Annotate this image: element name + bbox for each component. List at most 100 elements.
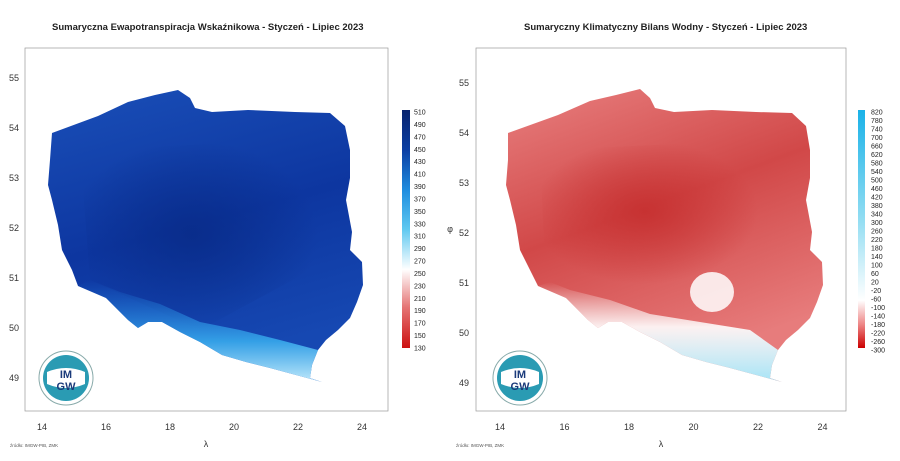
y-tick-label: 51 (9, 273, 19, 283)
colorbar-tick-label: 820 (871, 110, 883, 117)
colorbar-tick-label: 500 (871, 178, 883, 185)
x-tick-label: 14 (37, 422, 47, 432)
colorbar-tick-label: 430 (414, 159, 426, 166)
y-tick-label: 51 (459, 278, 469, 288)
colorbar-tick-label: 540 (871, 169, 883, 176)
colorbar-tick-label: 130 (414, 346, 426, 353)
colorbar-tick-label: 660 (871, 144, 883, 151)
y-tick-label: 55 (459, 78, 469, 88)
colorbar-tick-label: 260 (871, 229, 883, 236)
colorbar-tick-label: 420 (871, 195, 883, 202)
map-wet-spot (690, 272, 734, 312)
x-tick-label: 16 (559, 422, 569, 432)
colorbar-tick-label: 490 (414, 122, 426, 129)
colorbar-tick-label: 370 (414, 196, 426, 203)
colorbar-tick-label: 60 (871, 271, 879, 278)
imgw-logo: IM GW (38, 350, 94, 411)
colorbar-tick-label: 470 (414, 134, 426, 141)
imgw-logo-icon: IM GW (38, 350, 94, 406)
colorbar-tick-label: 250 (414, 271, 426, 278)
colorbar-tick-label: 230 (414, 283, 426, 290)
map-title: Sumaryczna Ewapotranspiracja Wskaźnikowa… (52, 22, 364, 33)
x-axis-label: λ (659, 439, 664, 449)
imgw-logo-icon: IM GW (492, 350, 548, 406)
colorbar-tick-label: 460 (871, 186, 883, 193)
x-axis-ticks: 14 16 18 20 22 24 (495, 422, 828, 432)
y-axis-ticks: 55 54 53 52 51 50 49 (9, 73, 19, 383)
map-south-gradient (78, 280, 322, 382)
x-tick-label: 22 (293, 422, 303, 432)
colorbar-tick-label: -60 (871, 297, 881, 304)
colorbar-tick-label: 310 (414, 234, 426, 241)
y-tick-label: 53 (9, 173, 19, 183)
colorbar-tick-label: -140 (871, 314, 885, 321)
x-axis-ticks: 14 16 18 20 22 24 (37, 422, 367, 432)
y-tick-label: 54 (459, 128, 469, 138)
logo-text-top: IM (514, 369, 526, 381)
colorbar-tick-label: 390 (414, 184, 426, 191)
y-tick-label: 55 (9, 73, 19, 83)
colorbar-tick-label: -300 (871, 348, 885, 355)
y-tick-label: 50 (459, 328, 469, 338)
colorbar-tick-label: 410 (414, 172, 426, 179)
map-panel-evapotranspiration: 14 16 18 20 22 24 55 54 53 52 51 50 49 λ 510 490 470 4… (0, 0, 440, 461)
y-tick-label: 50 (9, 323, 19, 333)
colorbar-tick-label: -20 (871, 288, 881, 295)
colorbar-tick-label: -180 (871, 322, 885, 329)
y-axis-ticks: 55 54 53 52 51 50 49 (459, 78, 469, 388)
map-shading (80, 140, 330, 330)
x-axis-label: λ (204, 439, 209, 449)
x-tick-label: 22 (753, 422, 763, 432)
source-note: źródło: IMGW-PIB, ZMK (10, 443, 59, 448)
y-axis-label: φ (447, 224, 453, 234)
colorbar-tick-label: 210 (414, 296, 426, 303)
map-figure: 14 16 18 20 22 24 55 54 53 52 51 50 49 λ 510 490 470 4… (9, 47, 426, 449)
y-tick-label: 49 (459, 378, 469, 388)
colorbar-tick-label: 220 (871, 237, 883, 244)
x-tick-label: 24 (357, 422, 367, 432)
y-tick-label: 53 (459, 178, 469, 188)
imgw-logo: IM GW (492, 350, 548, 411)
colorbar-tick-label: 620 (871, 152, 883, 159)
colorbar-tick-label: -220 (871, 331, 885, 338)
colorbar-tick-label: 20 (871, 280, 879, 287)
colorbar-tick-label: 190 (414, 308, 426, 315)
colorbar (858, 110, 865, 348)
map-shading (540, 140, 790, 300)
colorbar-tick-label: 170 (414, 321, 426, 328)
colorbar-tick-label: -260 (871, 339, 885, 346)
colorbar-tick-label: 100 (871, 263, 883, 270)
logo-text-bottom: GW (57, 381, 77, 393)
colorbar-tick-label: 510 (414, 110, 426, 117)
colorbar-tick-label: 140 (871, 254, 883, 261)
colorbar-tick-label: 450 (414, 147, 426, 154)
y-tick-label: 49 (9, 373, 19, 383)
y-tick-label: 52 (459, 228, 469, 238)
map-title: Sumaryczny Klimatyczny Bilans Wodny - St… (524, 22, 808, 33)
map-panel-water-balance: 14 16 18 20 22 24 55 54 53 52 51 50 49 λ φ 820 780 74… (447, 0, 900, 461)
x-tick-label: 20 (229, 422, 239, 432)
colorbar-tick-label: 330 (414, 221, 426, 228)
source-note: źródło: IMGW-PIB, ZMK (456, 443, 505, 448)
colorbar-tick-label: 740 (871, 127, 883, 134)
colorbar-tick-label: 700 (871, 135, 883, 142)
y-tick-label: 54 (9, 123, 19, 133)
colorbar-tick-label: 780 (871, 118, 883, 125)
colorbar-tick-label: 150 (414, 333, 426, 340)
colorbar-tick-label: 270 (414, 259, 426, 266)
y-tick-label: 52 (9, 223, 19, 233)
plot-frame (475, 47, 847, 412)
x-tick-label: 16 (101, 422, 111, 432)
colorbar-labels: 510 490 470 450 430 410 390 370 350 330 310 290 270 2… (414, 110, 426, 353)
plot-frame (24, 47, 389, 412)
colorbar-tick-label: 290 (414, 246, 426, 253)
x-tick-label: 14 (495, 422, 505, 432)
map-south-gradient (538, 282, 782, 382)
colorbar-tick-label: 340 (871, 212, 883, 219)
x-tick-label: 18 (624, 422, 634, 432)
x-tick-label: 18 (165, 422, 175, 432)
colorbar-tick-label: 380 (871, 203, 883, 210)
colorbar-tick-label: 580 (871, 161, 883, 168)
logo-text-top: IM (60, 369, 72, 381)
